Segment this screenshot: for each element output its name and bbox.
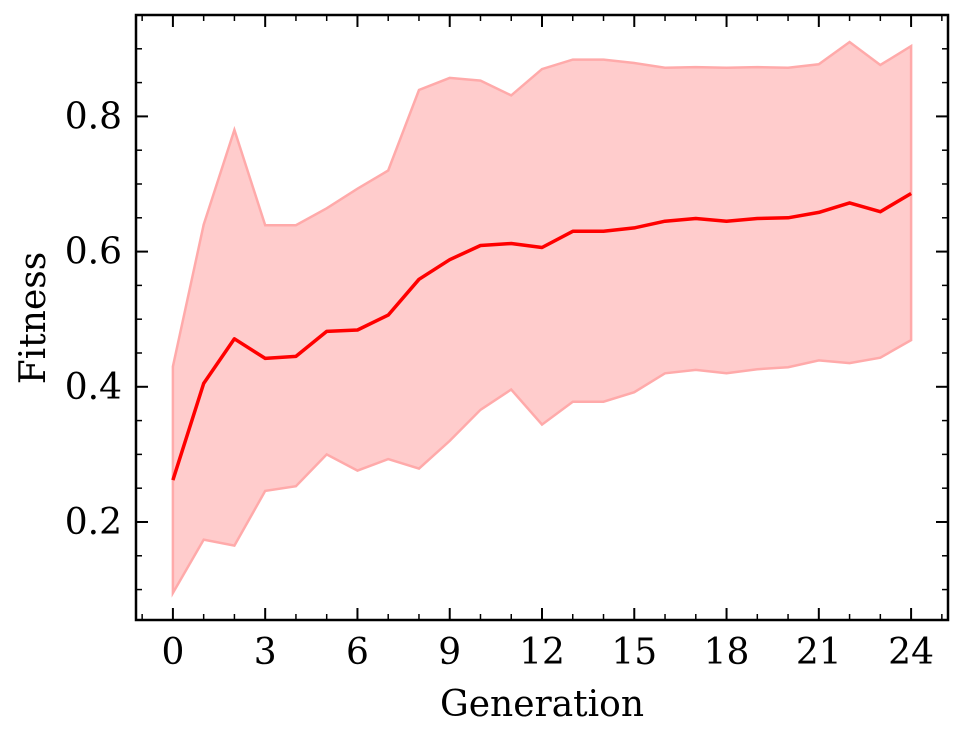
y-tick-label: 0.6 [65,232,122,273]
x-tick-label: 18 [704,632,750,673]
x-tick-label: 24 [888,632,934,673]
fitness-mean-line [171,191,912,481]
x-tick-label: 9 [438,632,461,673]
x-tick-label: 0 [161,632,184,673]
x-tick-label: 15 [611,632,657,673]
fitness-band [171,40,913,598]
x-tick-label: 6 [346,632,369,673]
x-tick-label: 21 [796,632,842,673]
x-tick-label: 12 [519,632,565,673]
x-tick-label: 3 [254,632,277,673]
y-tick-label: 0.8 [65,96,122,137]
y-tick-label: 0.4 [65,367,122,408]
y-tick-label: 0.2 [65,502,122,543]
y-axis-label: Fitness [13,252,54,384]
x-axis-label: Generation [440,684,644,725]
